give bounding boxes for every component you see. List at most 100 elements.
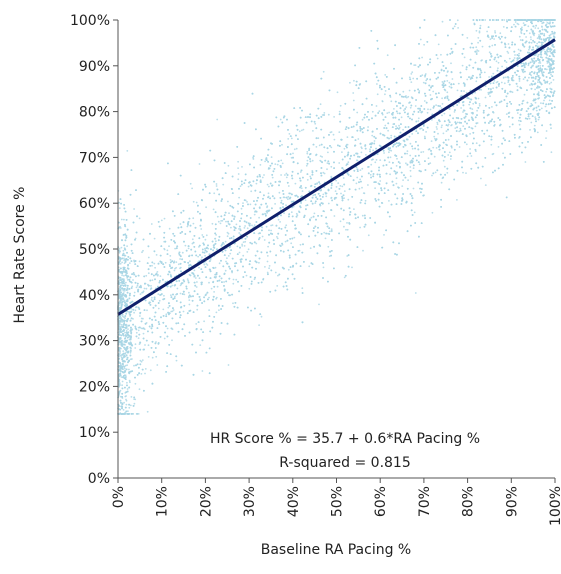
scatter-point xyxy=(216,215,219,218)
scatter-point xyxy=(121,321,124,323)
scatter-point xyxy=(378,110,381,113)
scatter-point xyxy=(300,129,303,132)
scatter-point xyxy=(252,156,255,159)
scatter-point xyxy=(253,213,256,216)
scatter-point xyxy=(499,32,502,35)
scatter-point xyxy=(433,135,436,138)
scatter-point xyxy=(388,200,390,202)
scatter-point xyxy=(214,237,216,240)
scatter-point xyxy=(381,100,384,102)
scatter-point xyxy=(497,67,499,70)
scatter-point xyxy=(508,125,511,128)
scatter-point xyxy=(270,156,273,159)
scatter-point xyxy=(463,56,466,59)
scatter-point xyxy=(396,112,399,115)
scatter-point xyxy=(330,229,333,232)
scatter-point xyxy=(171,284,174,287)
scatter-point xyxy=(375,105,378,107)
scatter-point xyxy=(477,97,480,100)
scatter-point xyxy=(260,315,263,318)
scatter-point xyxy=(505,76,507,79)
scatter-point xyxy=(514,21,517,23)
scatter-point xyxy=(521,26,523,29)
scatter-point xyxy=(443,165,446,168)
scatter-point xyxy=(278,191,281,194)
scatter-point xyxy=(472,102,475,105)
scatter-point xyxy=(223,281,226,283)
scatter-point xyxy=(123,299,126,302)
scatter-point xyxy=(150,285,152,287)
scatter-point xyxy=(448,81,451,84)
scatter-point xyxy=(424,73,427,75)
scatter-point xyxy=(502,26,505,28)
scatter-point xyxy=(164,261,167,264)
scatter-point xyxy=(346,136,349,139)
scatter-point xyxy=(395,182,398,185)
scatter-point xyxy=(274,163,277,166)
scatter-point xyxy=(367,184,369,186)
scatter-point xyxy=(227,364,230,366)
scatter-point xyxy=(271,176,274,179)
scatter-point xyxy=(535,109,538,112)
scatter-point xyxy=(398,124,400,127)
scatter-point xyxy=(280,159,283,162)
scatter-point xyxy=(481,45,484,48)
scatter-point xyxy=(317,137,320,140)
scatter-point xyxy=(251,224,253,227)
scatter-point xyxy=(458,146,461,148)
scatter-point xyxy=(179,258,182,260)
scatter-point xyxy=(160,219,163,222)
scatter-point xyxy=(440,53,442,56)
scatter-point xyxy=(129,351,132,354)
scatter-point xyxy=(125,398,127,401)
scatter-point xyxy=(141,251,143,254)
scatter-point xyxy=(306,159,309,162)
scatter-point xyxy=(387,129,389,132)
scatter-point xyxy=(335,186,338,188)
scatter-point xyxy=(550,127,552,130)
scatter-point xyxy=(135,331,138,334)
scatter-point xyxy=(441,114,443,117)
scatter-point xyxy=(227,164,230,167)
scatter-point xyxy=(519,39,522,41)
scatter-point xyxy=(470,155,473,157)
scatter-point xyxy=(311,170,314,172)
scatter-point xyxy=(253,278,256,281)
scatter-point xyxy=(241,243,244,246)
scatter-point xyxy=(332,133,335,136)
scatter-point xyxy=(283,196,286,199)
scatter-point xyxy=(215,234,218,236)
scatter-point xyxy=(281,162,284,165)
scatter-point xyxy=(163,217,166,220)
scatter-point xyxy=(342,168,345,171)
scatter-point xyxy=(268,267,270,270)
scatter-point xyxy=(227,200,229,203)
scatter-point xyxy=(548,82,551,85)
scatter-point xyxy=(475,51,478,53)
scatter-point xyxy=(246,227,249,230)
scatter-point xyxy=(402,90,405,93)
scatter-point xyxy=(213,291,216,293)
scatter-point xyxy=(375,159,378,161)
scatter-point xyxy=(409,175,412,178)
scatter-point xyxy=(413,64,416,66)
scatter-point xyxy=(237,167,240,170)
scatter-point xyxy=(288,133,291,135)
scatter-point xyxy=(219,222,222,225)
scatter-point xyxy=(136,284,139,287)
scatter-point xyxy=(157,273,159,276)
scatter-point xyxy=(538,34,540,36)
scatter-point xyxy=(390,136,392,139)
scatter-point xyxy=(255,182,258,185)
scatter-point xyxy=(135,286,138,289)
scatter-point xyxy=(287,268,290,271)
scatter-point xyxy=(527,25,530,28)
scatter-point xyxy=(536,42,539,45)
scatter-point xyxy=(477,50,480,52)
scatter-point xyxy=(483,71,486,74)
scatter-point xyxy=(232,278,235,281)
scatter-point xyxy=(137,413,140,415)
scatter-point xyxy=(150,223,153,225)
scatter-point xyxy=(140,317,143,320)
scatter-point xyxy=(266,183,269,186)
